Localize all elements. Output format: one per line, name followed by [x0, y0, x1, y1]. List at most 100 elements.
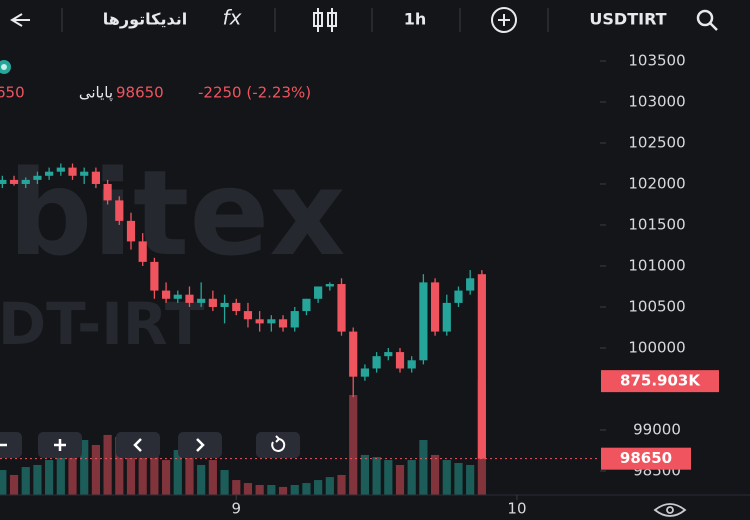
interval-button[interactable]: 1h: [404, 10, 427, 29]
candle-body: [220, 302, 229, 307]
volume-bar: [197, 464, 206, 495]
candle-body: [9, 179, 19, 184]
y-tick-label: 102000: [628, 174, 685, 192]
add-button[interactable]: [491, 7, 517, 33]
y-tick-label: 100500: [628, 297, 685, 315]
y-tick-label: 103500: [628, 51, 685, 69]
y-tick-label: 101500: [628, 215, 685, 233]
volume-bar: [56, 454, 65, 495]
y-tick-label: 100000: [628, 338, 685, 356]
candle-body: [454, 290, 463, 303]
zoom-in-button[interactable]: [38, 432, 82, 458]
candle-body: [33, 175, 42, 180]
volume-bar: [407, 460, 416, 495]
volume-bar: [185, 454, 194, 495]
candle-body: [126, 220, 136, 242]
legend-change: -2250 (-2.23%): [198, 84, 311, 102]
volume-bar: [395, 464, 405, 495]
candle-body: [80, 171, 89, 176]
candle-body: [384, 352, 393, 357]
volume-bar: [91, 444, 100, 495]
volume-bar: [21, 467, 30, 495]
search-icon[interactable]: [696, 9, 718, 31]
volume-bar: [208, 460, 217, 495]
y-tick-label: 101000: [628, 256, 685, 274]
volume-bar: [290, 484, 299, 495]
candle-body: [45, 171, 54, 176]
price-axis: [600, 40, 750, 495]
x-tick-label: 9: [231, 500, 241, 518]
y-tick-label: 102500: [628, 133, 685, 151]
volume-bar: [325, 477, 334, 495]
volume-bar: [103, 434, 112, 495]
volume-tag: [601, 370, 719, 393]
volume-bar: [314, 480, 323, 495]
watermark-brand: bitex: [8, 144, 345, 282]
candle-body: [255, 319, 264, 324]
candle-body: [161, 290, 171, 299]
volume-bar: [9, 474, 19, 495]
candle-body: [185, 294, 194, 303]
volume-bar: [243, 483, 253, 495]
candle-body: [290, 311, 299, 328]
back-icon[interactable]: [10, 13, 30, 27]
volume-bar: [150, 454, 159, 495]
candle-body: [91, 171, 100, 184]
candle-body: [0, 179, 7, 184]
candle-body: [68, 167, 77, 176]
volume-bar: [255, 484, 264, 495]
volume-bar: [430, 454, 440, 495]
volume-bar: [442, 460, 451, 495]
candle-body: [419, 282, 428, 361]
chart-type-icon[interactable]: [313, 8, 337, 32]
legend-close-label: پایانی: [79, 84, 113, 103]
y-tick-label: 103000: [628, 92, 685, 110]
candle-body: [173, 294, 182, 299]
volume-bar: [466, 464, 475, 495]
volume-bar: [45, 460, 54, 495]
volume-bar: [0, 470, 7, 495]
volume-bar: [360, 454, 370, 495]
volume-bar: [267, 484, 276, 495]
volume-bar: [161, 460, 171, 495]
candle-body: [103, 183, 112, 201]
candle-body: [56, 167, 65, 172]
volume-bar: [302, 483, 311, 495]
watermark-pair: DT-IRT: [0, 290, 205, 358]
status-dot-core: [1, 64, 7, 70]
reset-button[interactable]: [256, 432, 300, 458]
candle-body: [314, 286, 323, 299]
legend-prev-value: 650: [0, 84, 25, 102]
candle-body: [197, 298, 206, 303]
candle-body: [267, 319, 276, 324]
volume-bar: [220, 470, 229, 495]
candle-body: [337, 284, 346, 332]
scroll-left-button[interactable]: [116, 432, 160, 458]
zoom-out-button[interactable]: [0, 432, 22, 458]
scroll-right-button[interactable]: [178, 432, 222, 458]
symbol-button[interactable]: USDTIRT: [589, 10, 666, 29]
candle-body: [138, 241, 147, 262]
volume-bar: [115, 437, 124, 495]
x-tick-label: 10: [507, 500, 526, 518]
candle-body: [150, 261, 159, 291]
fx-button[interactable]: fx: [223, 6, 242, 30]
volume-bar: [33, 464, 42, 495]
volume-bar: [384, 460, 393, 495]
volume-bar: [80, 440, 89, 495]
volume-tag-label: 875.903K: [620, 372, 701, 390]
volume-bar: [454, 463, 463, 495]
candle-body: [349, 331, 358, 377]
candle-body: [278, 319, 288, 328]
volume-bar: [232, 480, 241, 495]
indicators-button[interactable]: اندیکاتورها: [103, 10, 187, 29]
candle-body: [360, 368, 370, 377]
candle-body: [302, 298, 311, 312]
candle-body: [407, 360, 416, 369]
visibility-icon[interactable]: [653, 503, 687, 517]
candle-body: [395, 352, 405, 369]
volume-bar: [278, 486, 288, 495]
candle-body: [442, 302, 451, 332]
